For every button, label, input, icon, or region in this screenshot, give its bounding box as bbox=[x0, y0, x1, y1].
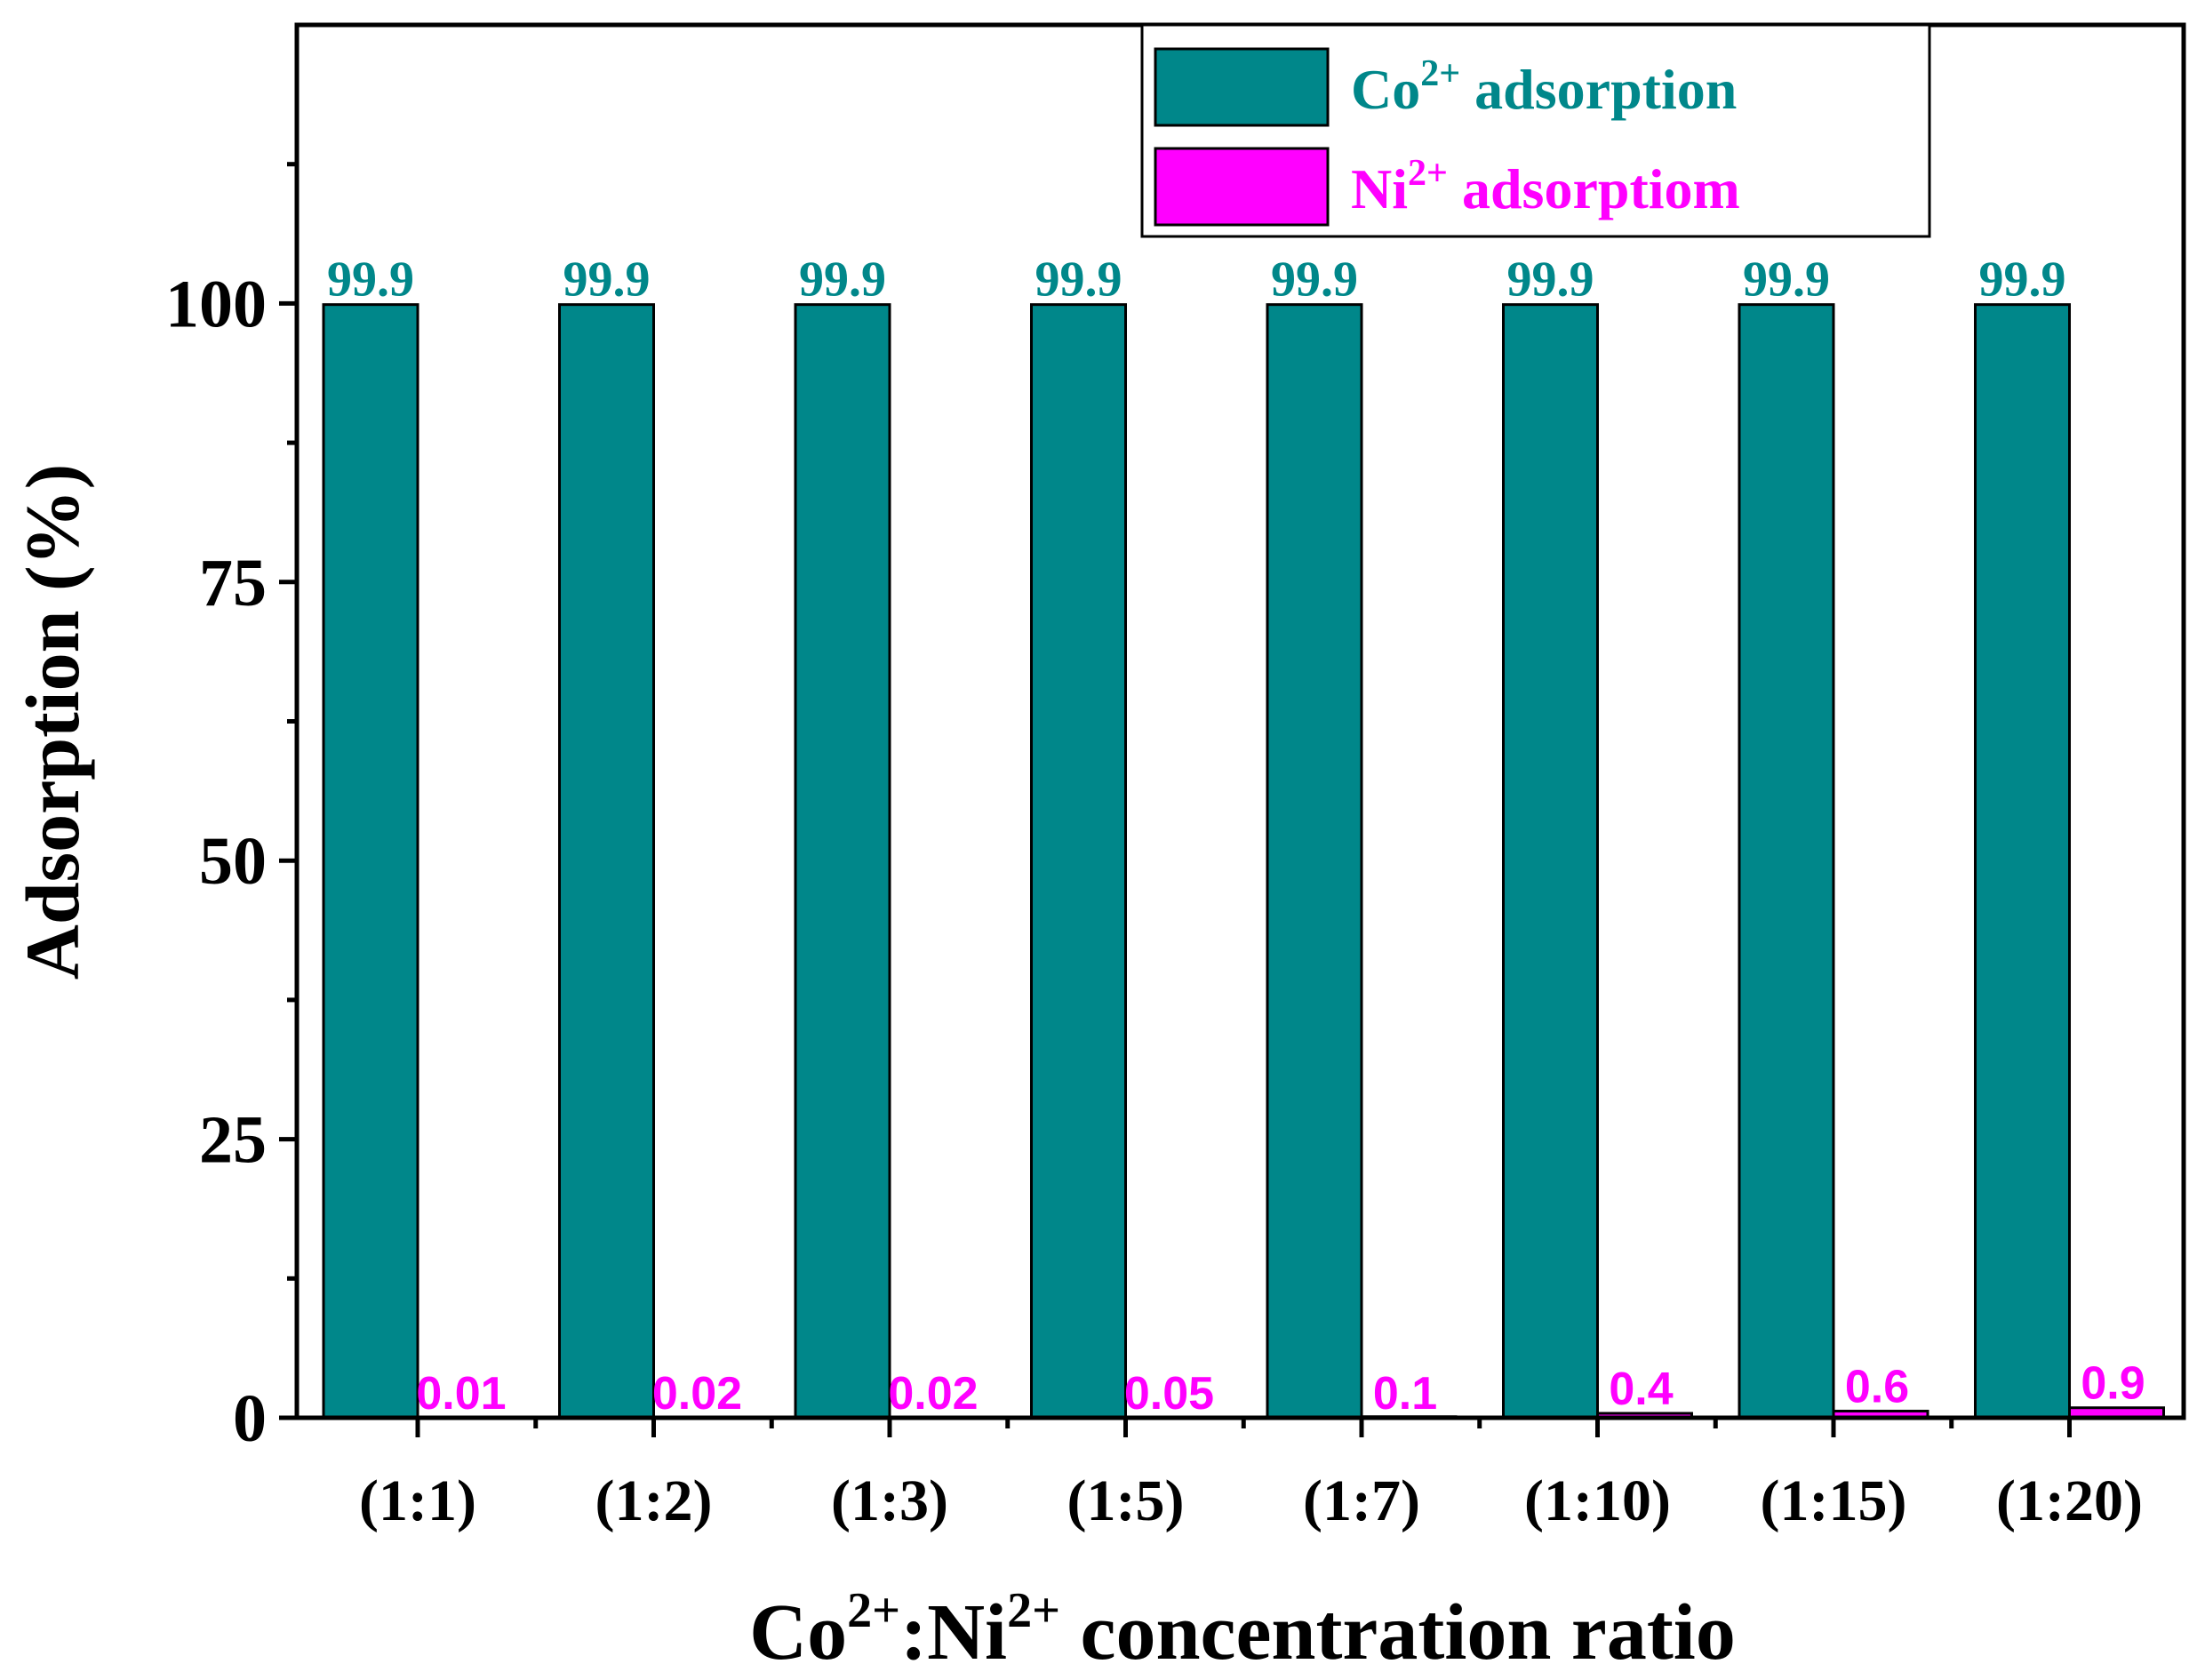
x-axis-title: Co2+:Ni2+ concentration ratio bbox=[749, 1583, 1736, 1676]
y-tick-label-75: 75 bbox=[199, 546, 267, 620]
x-tick-label-1: (1:1) bbox=[359, 1468, 476, 1533]
data-label-co-5: 99.9 bbox=[1271, 252, 1358, 308]
legend-label-ni: Ni2+ adsorptiom bbox=[1351, 153, 1740, 220]
x-tick-label-7: (1:15) bbox=[1761, 1468, 1907, 1533]
bar-co-4 bbox=[1030, 303, 1127, 1420]
y-tick-label-0: 0 bbox=[233, 1381, 267, 1456]
data-labels-layer: 99.9 0.01 99.9 0.02 99.9 0.02 99.9 0.05 99.9 0.1 9… bbox=[327, 252, 2145, 1420]
data-label-co-4: 99.9 bbox=[1035, 252, 1122, 308]
bar-co-6 bbox=[1502, 303, 1599, 1420]
y-axis-title: Adsorption (%) bbox=[10, 464, 95, 980]
data-label-ni-7: 0.6 bbox=[1845, 1361, 1909, 1412]
data-label-co-7: 99.9 bbox=[1743, 252, 1830, 308]
data-label-co-6: 99.9 bbox=[1507, 252, 1594, 308]
legend-label-co: Co2+ adsorption bbox=[1351, 53, 1737, 121]
data-label-ni-6: 0.4 bbox=[1609, 1364, 1673, 1415]
data-label-ni-8: 0.9 bbox=[2081, 1358, 2145, 1410]
legend-swatch-ni bbox=[1154, 147, 1330, 227]
bar-co-2 bbox=[558, 303, 655, 1420]
y-tick-label-100: 100 bbox=[165, 267, 267, 341]
data-label-ni-2: 0.02 bbox=[652, 1368, 742, 1420]
x-tick-label-6: (1:10) bbox=[1524, 1468, 1671, 1533]
data-label-ni-5: 0.1 bbox=[1373, 1368, 1437, 1420]
bar-co-7 bbox=[1738, 303, 1835, 1420]
x-tick-label-3: (1:3) bbox=[831, 1468, 948, 1533]
data-label-ni-4: 0.05 bbox=[1124, 1368, 1214, 1420]
bars-layer bbox=[322, 303, 2165, 1420]
x-tick-label-2: (1:2) bbox=[595, 1468, 713, 1533]
bar-co-5 bbox=[1266, 303, 1363, 1420]
bar-co-8 bbox=[1974, 303, 2071, 1420]
bar-co-1 bbox=[322, 303, 419, 1420]
data-label-co-2: 99.9 bbox=[563, 252, 651, 308]
data-label-ni-1: 0.01 bbox=[416, 1368, 506, 1420]
y-tick-label-50: 50 bbox=[199, 824, 267, 899]
x-tick-label-5: (1:7) bbox=[1303, 1468, 1420, 1533]
axes-layer: (1:1) (1:2) (1:3) (1:5) (1:7) (1:10) (1:15) (1:… bbox=[165, 162, 2143, 1533]
data-label-co-3: 99.9 bbox=[799, 252, 886, 308]
legend-swatch-co bbox=[1154, 47, 1330, 127]
y-tick-label-25: 25 bbox=[199, 1103, 267, 1178]
data-label-co-1: 99.9 bbox=[327, 252, 414, 308]
x-tick-label-8: (1:20) bbox=[1996, 1468, 2143, 1533]
bar-co-3 bbox=[794, 303, 891, 1420]
data-label-co-8: 99.9 bbox=[1979, 252, 2066, 308]
x-tick-label-4: (1:5) bbox=[1067, 1468, 1185, 1533]
legend: Co2+ adsorption Ni2+ adsorptiom bbox=[1140, 23, 1931, 238]
data-label-ni-3: 0.02 bbox=[888, 1368, 978, 1420]
